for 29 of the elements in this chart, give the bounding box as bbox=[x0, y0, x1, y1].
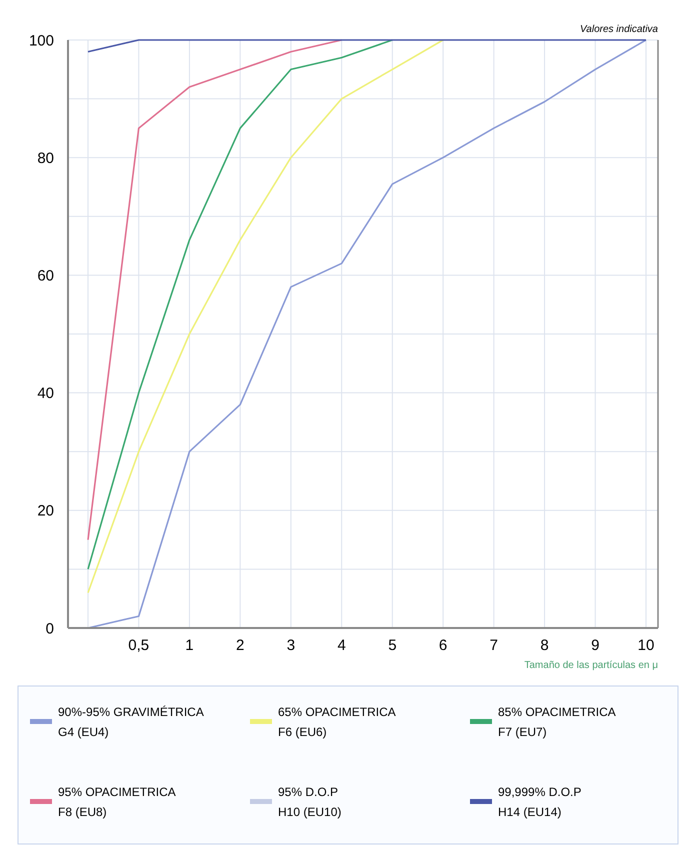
y-tick-label: 0 bbox=[46, 620, 54, 638]
line-series bbox=[87, 39, 647, 629]
x-axis-title: Tamaño de las partículas en μ bbox=[524, 660, 658, 671]
legend-label: 95% OPACIMETRICA F8 (EU8) bbox=[58, 785, 176, 819]
x-tick-label: 7 bbox=[490, 637, 498, 654]
y-tick-label: 40 bbox=[37, 385, 54, 402]
y-tick-label: 100 bbox=[28, 32, 54, 50]
x-tick-label: 9 bbox=[591, 637, 600, 654]
y-tick-label: 20 bbox=[37, 502, 54, 520]
legend-label: 65% OPACIMETRICA F6 (EU6) bbox=[278, 705, 396, 739]
x-tick-label: 0,5 bbox=[128, 637, 150, 654]
x-tick-label: 6 bbox=[438, 637, 448, 654]
x-tick-label: 3 bbox=[286, 637, 296, 654]
x-tick-label: 10 bbox=[638, 637, 654, 654]
y-tick-label: 80 bbox=[37, 150, 54, 167]
legend-label: 90%-95% GRAVIMÉTRICA G4 (EU4) bbox=[58, 705, 204, 739]
legend-label: 99,999% D.O.P H14 (EU14) bbox=[498, 785, 582, 819]
line-series bbox=[87, 39, 342, 541]
line-series bbox=[87, 39, 444, 594]
legend-label: 95% D.O.P H10 (EU10) bbox=[278, 785, 342, 819]
x-tick-label: 4 bbox=[337, 637, 346, 654]
line-series bbox=[87, 39, 394, 570]
x-tick-label: 5 bbox=[388, 637, 397, 654]
x-tick-label: 1 bbox=[185, 637, 194, 654]
x-tick-label: 2 bbox=[236, 637, 244, 654]
x-tick-label: 8 bbox=[540, 637, 549, 654]
legend-label: 85% OPACIMETRICA F7 (EU7) bbox=[498, 705, 616, 739]
chart-subtitle: Valores indicativa bbox=[580, 24, 658, 35]
y-tick-label: 60 bbox=[37, 267, 54, 284]
